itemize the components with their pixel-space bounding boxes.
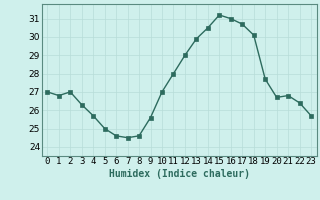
X-axis label: Humidex (Indice chaleur): Humidex (Indice chaleur) — [109, 169, 250, 179]
